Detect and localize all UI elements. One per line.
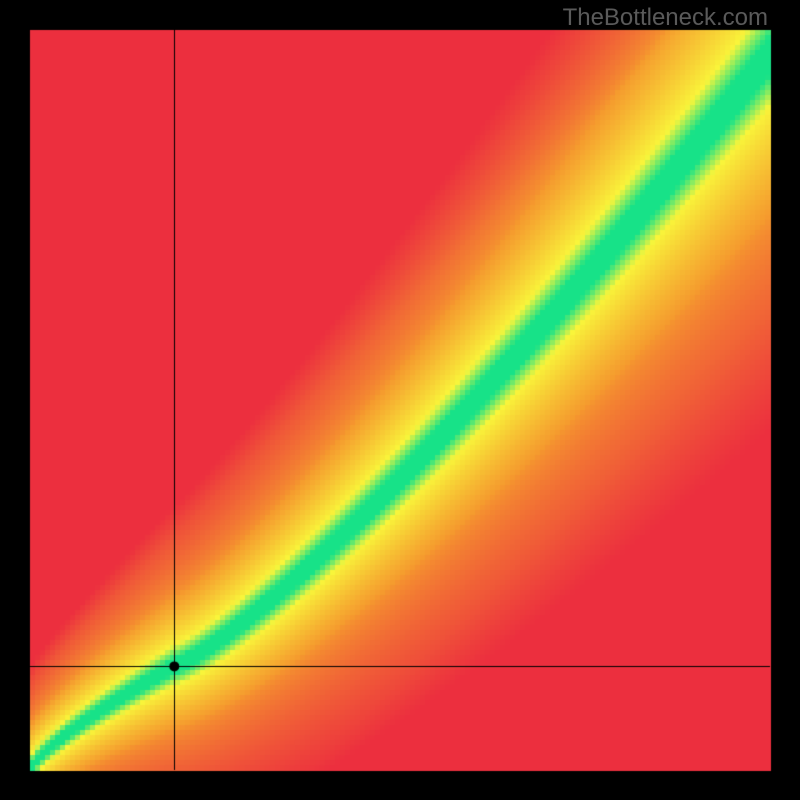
watermark-text: TheBottleneck.com [563,4,768,32]
chart-container: { "watermark": { "text": "TheBottleneck.… [0,0,800,800]
bottleneck-heatmap [0,0,800,800]
